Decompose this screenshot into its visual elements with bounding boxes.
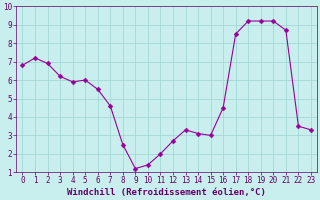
X-axis label: Windchill (Refroidissement éolien,°C): Windchill (Refroidissement éolien,°C)	[67, 188, 266, 197]
